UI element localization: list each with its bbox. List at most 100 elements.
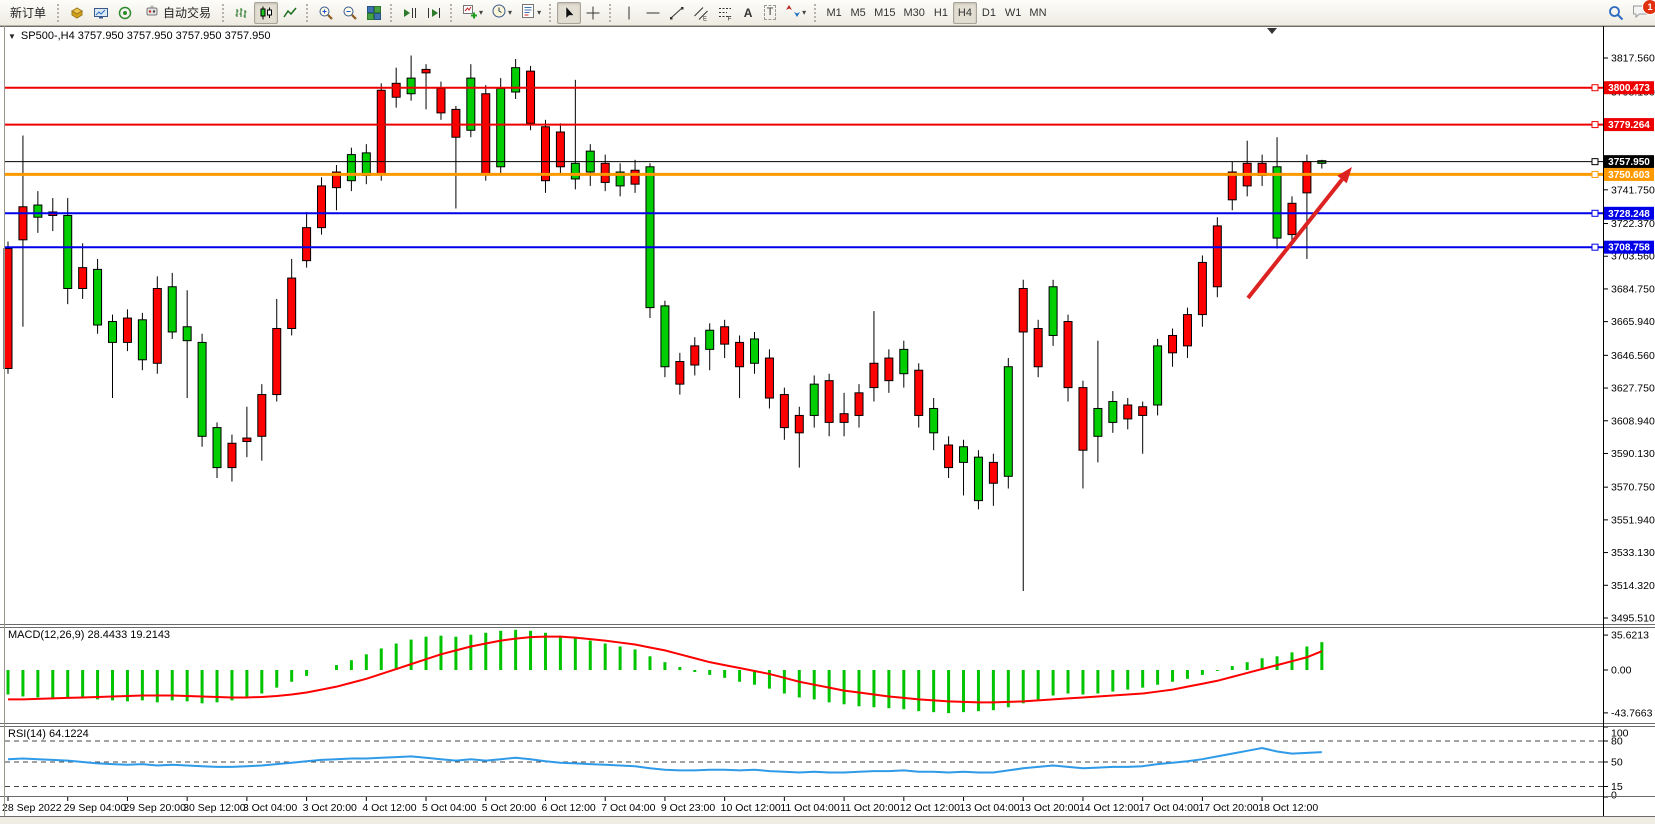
svg-text:17 Oct 04:00: 17 Oct 04:00 [1139, 802, 1199, 814]
svg-text:29 Sep 04:00: 29 Sep 04:00 [64, 802, 127, 814]
svg-text:0: 0 [1611, 790, 1617, 802]
svg-text:17 Oct 20:00: 17 Oct 20:00 [1198, 802, 1258, 814]
toolbar-grip [390, 3, 394, 22]
svg-text:30 Sep 12:00: 30 Sep 12:00 [183, 802, 246, 814]
timeframe-h4[interactable]: H4 [952, 1, 977, 24]
symbol-ohlc-text: SP500-,H4 3757.950 3757.950 3757.950 375… [20, 30, 271, 42]
zoom-out-icon[interactable] [338, 2, 362, 24]
text-tool-icon[interactable]: A [743, 5, 753, 20]
toolbar-grip [450, 3, 454, 22]
indicators-icon[interactable]: ▾ [458, 2, 487, 24]
new-order-button[interactable]: 新订单 [10, 6, 47, 20]
collapse-icon[interactable]: ▼ [8, 31, 16, 41]
arrows-tool-icon[interactable]: ▾ [781, 2, 810, 24]
periods-icon[interactable]: ▾ [487, 2, 516, 24]
toolbar-grip [222, 3, 226, 22]
svg-text:10 Oct 12:00: 10 Oct 12:00 [721, 802, 781, 814]
vertical-line-icon[interactable] [617, 2, 641, 24]
svg-text:14 Oct 12:00: 14 Oct 12:00 [1079, 802, 1139, 814]
equidistant-channel-icon[interactable]: E [689, 2, 713, 24]
signals-icon[interactable] [113, 2, 137, 24]
svg-text:5 Oct 20:00: 5 Oct 20:00 [482, 802, 536, 814]
svg-text:3708.758: 3708.758 [1608, 243, 1650, 254]
timeframe-w1[interactable]: W1 [1004, 6, 1022, 19]
svg-text:3817.560: 3817.560 [1611, 53, 1655, 65]
fibonacci-icon[interactable]: F [713, 2, 737, 24]
svg-text:7 Oct 04:00: 7 Oct 04:00 [601, 802, 655, 814]
profiles-icon[interactable] [65, 2, 89, 24]
crosshair-icon[interactable] [581, 2, 605, 24]
svg-text:9 Oct 23:00: 9 Oct 23:00 [661, 802, 715, 814]
timeframe-group: M1 M5 M15 M30 H1 H4 D1 W1 MN [822, 1, 1050, 24]
robot-icon [144, 3, 160, 22]
annotation-arrow [1246, 178, 1344, 300]
svg-text:-43.7663: -43.7663 [1611, 707, 1653, 719]
chat-icon[interactable]: 1 [1628, 0, 1655, 24]
svg-text:4 Oct 12:00: 4 Oct 12:00 [362, 802, 416, 814]
line-chart-icon[interactable] [278, 2, 302, 24]
svg-text:11 Oct 20:00: 11 Oct 20:00 [840, 802, 900, 814]
search-icon[interactable] [1604, 2, 1628, 24]
timeframe-h1[interactable]: H1 [933, 6, 948, 19]
svg-text:3646.560: 3646.560 [1611, 350, 1655, 362]
symbol-strip: ▼ SP500-,H4 3757.950 3757.950 3757.950 3… [8, 30, 270, 42]
svg-text:3750.603: 3750.603 [1608, 170, 1650, 181]
macd-panel[interactable] [6, 629, 1324, 714]
chart-shift-icon[interactable] [422, 2, 446, 24]
svg-text:35.6213: 35.6213 [1611, 630, 1649, 642]
timeframe-m30[interactable]: M30 [903, 6, 925, 19]
svg-text:3 Oct 04:00: 3 Oct 04:00 [243, 802, 297, 814]
terminal-window-icon[interactable] [89, 2, 113, 24]
price-axis[interactable]: 3817.5603798.1003741.7503722.3703703.560… [1603, 53, 1655, 802]
macd-signal-line [8, 635, 1323, 704]
timeframe-d1[interactable]: D1 [981, 6, 996, 19]
auto-scroll-icon[interactable] [398, 2, 422, 24]
svg-text:28 Sep 2022: 28 Sep 2022 [2, 802, 62, 814]
svg-text:13 Oct 20:00: 13 Oct 20:00 [1019, 802, 1079, 814]
svg-text:29 Sep 20:00: 29 Sep 20:00 [123, 802, 186, 814]
auto-trading-button[interactable]: 自动交易 [137, 2, 218, 24]
horizontal-line-icon[interactable] [641, 2, 665, 24]
svg-text:80: 80 [1611, 736, 1623, 748]
tile-windows-icon[interactable] [362, 2, 386, 24]
timeframe-mn[interactable]: MN [1029, 6, 1047, 19]
svg-text:3 Oct 20:00: 3 Oct 20:00 [303, 802, 357, 814]
svg-text:100: 100 [1611, 728, 1629, 740]
toolbar-grip [609, 3, 613, 22]
svg-text:3533.130: 3533.130 [1611, 547, 1655, 559]
svg-text:50: 50 [1611, 757, 1623, 769]
candlestick-chart-icon[interactable] [254, 1, 279, 24]
timeframe-m15[interactable]: M15 [874, 6, 896, 19]
trendline-icon[interactable] [665, 2, 689, 24]
toolbar-grip [57, 3, 61, 22]
svg-text:3800.473: 3800.473 [1608, 83, 1650, 94]
toolbar-grip [549, 3, 553, 22]
svg-text:3570.750: 3570.750 [1611, 482, 1655, 494]
zoom-in-icon[interactable] [314, 2, 338, 24]
rsi-line [7, 746, 1322, 774]
svg-text:3728.248: 3728.248 [1608, 209, 1650, 220]
bar-chart-icon[interactable] [230, 2, 254, 24]
candles-layer[interactable] [3, 55, 1327, 592]
svg-text:3684.750: 3684.750 [1611, 283, 1655, 295]
timeframe-m1[interactable]: M1 [826, 6, 842, 19]
rsi-panel[interactable] [5, 740, 1603, 787]
svg-text:15: 15 [1611, 781, 1623, 793]
hlines-layer[interactable] [5, 84, 1603, 251]
svg-text:F: F [728, 15, 732, 21]
svg-text:18 Oct 12:00: 18 Oct 12:00 [1258, 802, 1318, 814]
svg-text:3514.320: 3514.320 [1611, 580, 1655, 592]
svg-text:3722.370: 3722.370 [1611, 218, 1655, 230]
svg-text:3703.560: 3703.560 [1611, 251, 1655, 263]
svg-text:0.00: 0.00 [1611, 665, 1632, 677]
svg-text:3495.510: 3495.510 [1611, 612, 1655, 624]
svg-text:3551.940: 3551.940 [1611, 514, 1655, 526]
templates-icon[interactable]: ▾ [516, 2, 545, 24]
timeframe-m5[interactable]: M5 [850, 6, 866, 19]
svg-text:6 Oct 12:00: 6 Oct 12:00 [541, 802, 595, 814]
cursor-icon[interactable] [557, 1, 582, 24]
text-label-tool-icon[interactable]: T [759, 2, 781, 24]
svg-text:3590.130: 3590.130 [1611, 448, 1655, 460]
